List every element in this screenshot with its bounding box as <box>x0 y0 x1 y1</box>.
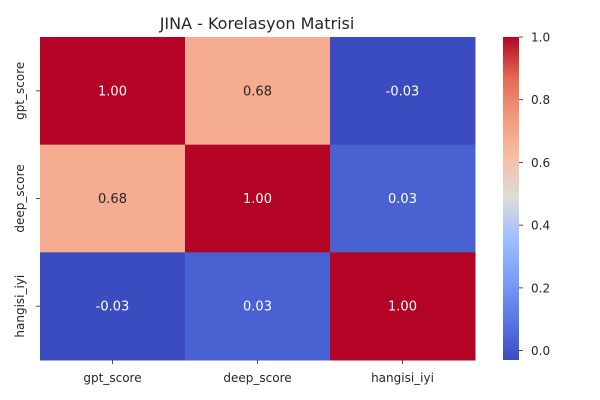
cell-value-label: 1.00 <box>243 192 272 207</box>
heatmap-cell <box>40 252 186 361</box>
colorbar-tick-label: 0.6 <box>531 156 550 170</box>
heatmap-cell <box>185 252 331 361</box>
y-tick-label: deep_score <box>13 164 27 232</box>
x-tick-label: hangisi_iyi <box>371 371 434 385</box>
cell-value-label: 1.00 <box>388 300 417 315</box>
y-tick-label: gpt_score <box>13 62 27 120</box>
x-tick-label: deep_score <box>223 371 291 385</box>
colorbar-tick-label: 0.2 <box>531 281 550 295</box>
cell-value-label: 0.03 <box>243 300 272 315</box>
heatmap-cell <box>330 252 476 361</box>
colorbar: 0.0 0.2 0.4 0.6 0.8 1.0 <box>503 31 550 360</box>
heatmap-cell <box>330 37 476 146</box>
heatmap-cell <box>40 37 186 146</box>
cell-value-label: 0.03 <box>388 192 417 207</box>
heatmap-cell <box>185 144 331 253</box>
cell-value-label: 1.00 <box>98 84 127 99</box>
cell-value-label: 0.68 <box>243 84 272 99</box>
heatmap-cell <box>185 37 331 146</box>
colorbar-tick-label: 0.4 <box>531 219 550 233</box>
heatmap-cells: 1.00 0.68 -0.03 0.68 1.00 0.03 -0.03 0.03 1.00 <box>40 37 476 361</box>
colorbar-tick-label: 0.8 <box>531 93 550 107</box>
cell-value-label: -0.03 <box>386 84 420 99</box>
cell-value-label: 0.68 <box>98 192 127 207</box>
heatmap-cell <box>40 144 186 253</box>
cell-value-label: -0.03 <box>96 300 130 315</box>
heatmap-cell <box>330 144 476 253</box>
colorbar-tick-label: 1.0 <box>531 31 550 45</box>
colorbar-gradient <box>503 37 519 360</box>
colorbar-tick-label: 0.0 <box>531 344 550 358</box>
chart-title: JINA - Korelasyon Matrisi <box>159 14 355 33</box>
y-tick-label: hangisi_iyi <box>13 275 27 338</box>
x-axis: gpt_score deep_score hangisi_iyi <box>83 360 434 385</box>
x-tick-label: gpt_score <box>83 371 141 385</box>
y-axis: gpt_score deep_score hangisi_iyi <box>13 62 40 338</box>
